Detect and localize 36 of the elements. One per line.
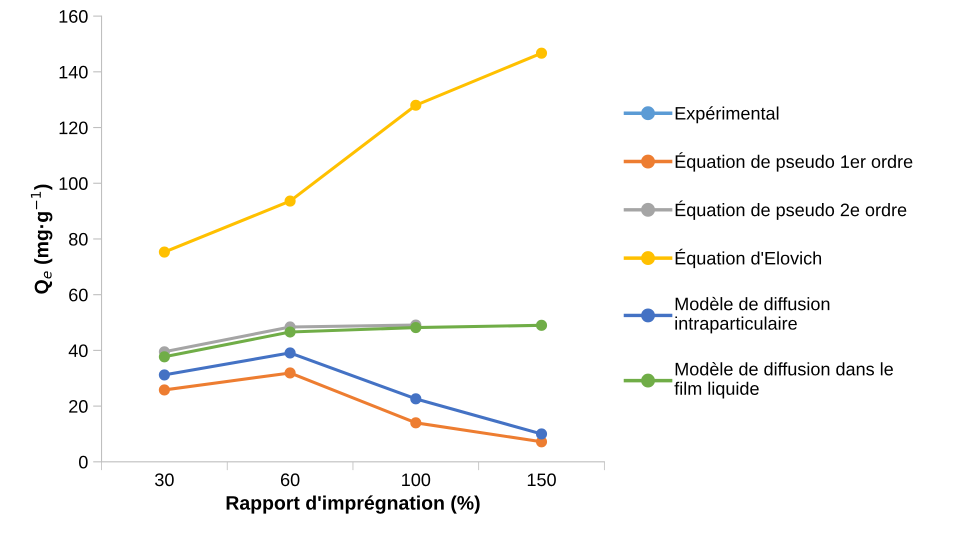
y-tick-label: 140 bbox=[60, 66, 88, 79]
legend-label: Équation de pseudo 1er ordre bbox=[676, 152, 912, 172]
point bbox=[410, 322, 422, 334]
point bbox=[410, 100, 422, 111]
y-tick-label: 120 bbox=[60, 121, 88, 134]
x-tick-label: 100 bbox=[402, 473, 430, 486]
y-axis-title: Q$_{e}$ (mg·g$^{−1}$) bbox=[30, 184, 52, 294]
point bbox=[158, 369, 170, 380]
point bbox=[284, 196, 296, 207]
point bbox=[536, 320, 548, 331]
legend-label: Modèle de diffusion intraparticulaire bbox=[675, 296, 830, 334]
x-tick-label: 150 bbox=[528, 473, 556, 486]
x-axis-title: Rapport d'imprégnation (%) bbox=[226, 495, 480, 514]
y-tick-label: 0 bbox=[79, 456, 88, 469]
point bbox=[284, 367, 296, 379]
point bbox=[158, 384, 170, 396]
point bbox=[410, 417, 422, 428]
y-tick-label: 20 bbox=[69, 400, 88, 413]
legend-label: Expérimental bbox=[676, 106, 778, 124]
legend-label: Modèle de diffusion dans le film liquide bbox=[674, 362, 893, 399]
x-tick-label: 30 bbox=[155, 473, 174, 486]
x-tick-label: 60 bbox=[280, 473, 300, 486]
y-tick-label: 160 bbox=[60, 10, 88, 23]
point bbox=[158, 351, 170, 362]
point bbox=[158, 246, 170, 258]
y-tick-label: 40 bbox=[68, 344, 88, 358]
legend-label: Équation de pseudo 2e ordre bbox=[676, 200, 906, 220]
point bbox=[410, 393, 422, 404]
y-tick-label: 60 bbox=[69, 288, 88, 302]
y-tick-label: 100 bbox=[60, 177, 88, 190]
point bbox=[536, 48, 548, 59]
y-tick-label: 80 bbox=[69, 232, 88, 246]
point bbox=[284, 347, 296, 358]
point bbox=[284, 326, 296, 338]
legend-label: Équation d'Elovich bbox=[676, 248, 822, 268]
point bbox=[536, 428, 548, 440]
